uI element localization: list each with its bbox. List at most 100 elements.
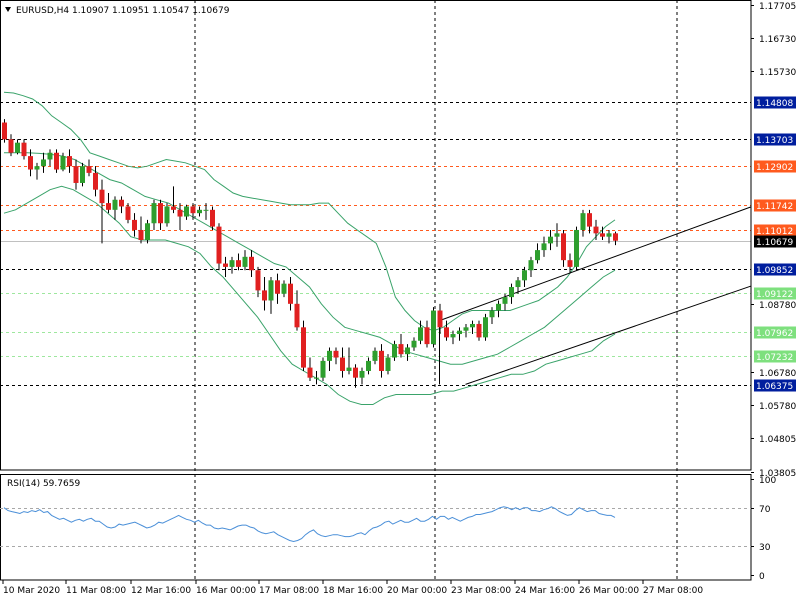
candle-body-67: [437, 310, 443, 328]
candle-body-58: [379, 350, 384, 371]
candle-body-5: [34, 166, 40, 170]
candle-20: [132, 213, 137, 237]
y-tick-label-16: 1.05780: [759, 402, 796, 412]
x-tick-label-3: 16 Mar 00:00: [196, 586, 256, 596]
y-tick-label-17: 1.04805: [759, 435, 796, 445]
candle-94: [613, 231, 618, 246]
candle-body-15: [99, 189, 105, 204]
chart-title: EURUSD,H4 1.10907 1.10951 1.10547 1.1067…: [16, 6, 230, 16]
candle-52: [340, 347, 345, 378]
candle-53: [346, 347, 352, 375]
candle-63: [411, 337, 417, 351]
candle-body-82: [535, 250, 540, 261]
candle-body-85: [554, 233, 560, 237]
level-tag-1: [754, 133, 796, 146]
candle-42: [275, 273, 280, 304]
candle-58: [379, 344, 384, 378]
candle-9: [60, 152, 66, 172]
candle-body-86: [561, 233, 566, 261]
y-tick-label-0: 1.17705: [759, 2, 796, 12]
candle-body-34: [223, 263, 228, 267]
x-tick-label-1: 11 Mar 08:00: [66, 586, 126, 596]
level-tag-label-3: 1.11742: [756, 202, 793, 212]
candle-10: [67, 149, 72, 173]
price-levels: [0, 102, 751, 386]
candle-body-45: [294, 303, 300, 328]
candle-body-84: [548, 236, 553, 244]
candle-body-62: [405, 347, 410, 355]
y-tick-label-14: 1.06780: [759, 369, 796, 379]
candle-body-19: [125, 206, 131, 220]
candle-body-41: [268, 280, 274, 301]
candle-body-74: [483, 317, 488, 338]
candle-11: [73, 159, 79, 190]
candle-body-30: [197, 209, 202, 214]
rsi-frame: [0, 474, 752, 581]
candle-body-9: [60, 156, 66, 170]
candle-body-50: [327, 350, 332, 361]
candle-72: [470, 320, 475, 335]
candle-12: [80, 162, 85, 187]
candle-79: [515, 276, 521, 294]
candle-76: [496, 300, 501, 318]
rsi-y-tick-label-0: 100: [759, 476, 776, 486]
candle-45: [294, 290, 300, 331]
candle-body-27: [177, 209, 183, 217]
candle-body-65: [424, 327, 430, 345]
candle-61: [398, 334, 404, 358]
dropdown-triangle-icon[interactable]: [5, 7, 11, 12]
candle-body-70: [457, 330, 462, 335]
candle-93: [606, 229, 612, 244]
candle-32: [210, 206, 215, 230]
candle-body-7: [47, 152, 53, 160]
candle-69: [450, 330, 456, 345]
x-tick-label-2: 12 Mar 16:00: [131, 586, 191, 596]
y-tick-label-11: 1.08780: [759, 301, 796, 311]
x-tick-label-4: 17 Mar 08:00: [259, 586, 319, 596]
candle-1: [8, 134, 14, 157]
candle-84: [548, 229, 553, 251]
rsi-y-tick-label-3: 0: [759, 572, 765, 582]
candle-body-81: [528, 260, 534, 271]
candle-body-28: [184, 206, 189, 217]
x-tick-label-9: 26 Mar 00:00: [579, 586, 639, 596]
candle-body-89: [580, 213, 586, 230]
candle-8: [54, 149, 59, 173]
level-tag-label-10: 1.06375: [756, 382, 793, 392]
candle-body-73: [476, 323, 482, 338]
candle-body-69: [450, 334, 456, 338]
candle-body-88: [574, 229, 579, 267]
axes: [0, 0, 754, 584]
candle-23: [151, 199, 157, 230]
candle-body-36: [236, 260, 241, 267]
candle-body-53: [346, 367, 352, 371]
x-tick-label-10: 27 Mar 08:00: [643, 586, 703, 596]
candle-41: [268, 276, 274, 314]
candle-body-68: [444, 327, 449, 338]
candle-body-92: [600, 233, 605, 237]
candle-19: [125, 203, 131, 224]
level-tag-3: [754, 199, 796, 212]
axis-labels: 1.14808 1.13703 1.12902 1.11742 1.110121.106…: [3, 2, 796, 596]
candle-body-17: [112, 199, 118, 210]
candle-body-55: [359, 370, 365, 378]
candle-body-75: [489, 310, 495, 318]
candle-47: [307, 357, 313, 382]
level-tag-label-2: 1.12902: [756, 163, 793, 173]
candle-body-64: [418, 327, 423, 341]
candle-89: [580, 209, 586, 237]
candle-body-25: [164, 206, 170, 224]
level-tag-6: [754, 263, 796, 276]
candle-body-83: [541, 243, 547, 251]
level-tag-label-5: 1.10679: [756, 238, 793, 248]
candle-77: [502, 293, 508, 311]
candle-body-0: [2, 122, 7, 140]
candle-68: [444, 320, 449, 341]
candle-body-21: [138, 229, 144, 241]
candle-40: [262, 276, 267, 311]
candle-87: [567, 253, 573, 274]
candle-6: [41, 152, 46, 173]
candle-body-71: [463, 327, 469, 331]
